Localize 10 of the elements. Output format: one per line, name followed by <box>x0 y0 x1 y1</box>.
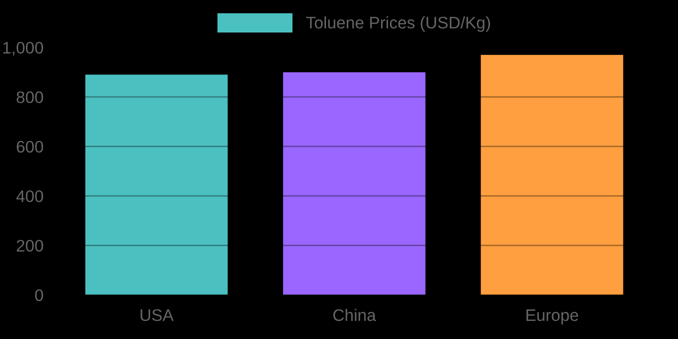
y-tick-label: 0 <box>35 289 44 302</box>
x-tick-label: China <box>333 308 376 322</box>
legend-label: Toluene Prices (USD/Kg) <box>306 16 490 32</box>
y-tick-label: 600 <box>16 140 44 153</box>
x-tick-label: Europe <box>526 309 578 324</box>
x-tick-label: USA <box>140 309 174 322</box>
y-tick-label: 200 <box>16 240 44 252</box>
y-tick-label: 800 <box>16 91 44 104</box>
y-tick-label: 400 <box>16 190 44 202</box>
y-tick-label: 1,000 <box>3 42 44 56</box>
